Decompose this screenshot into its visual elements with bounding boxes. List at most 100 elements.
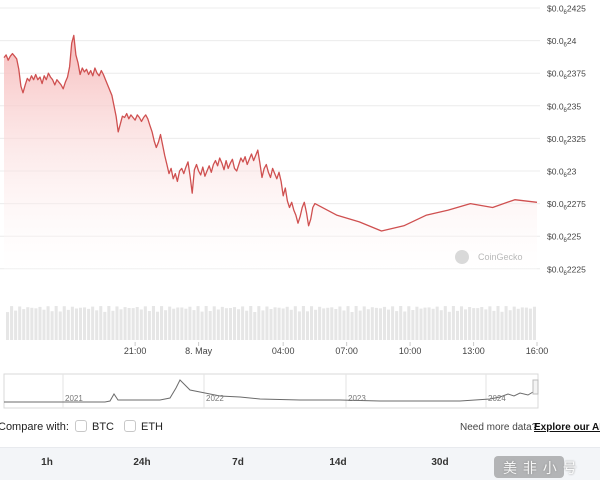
volume-bar: [387, 309, 391, 340]
volume-bar: [46, 306, 50, 340]
volume-bar: [196, 306, 200, 340]
price-chart: $0.062225 $0.06225 $0.062275 $0.0623 $0.0623…: [0, 4, 586, 340]
tab-1h[interactable]: 1h: [41, 457, 53, 468]
tab-24h[interactable]: 24h: [133, 457, 151, 468]
volume-bar: [350, 312, 354, 340]
volume-bar: [399, 306, 403, 340]
explore-api-link[interactable]: Explore our API: [534, 422, 600, 433]
volume-bar: [62, 306, 66, 340]
volume-bar: [322, 308, 326, 340]
tab-14d[interactable]: 14d: [329, 457, 347, 468]
volume-bar: [427, 307, 431, 340]
volume-bar: [451, 306, 455, 340]
volume-bar: [228, 308, 232, 340]
volume-bar: [220, 306, 224, 340]
volume-bar: [192, 310, 196, 340]
volume-bar: [87, 308, 91, 340]
volume-bar: [301, 306, 305, 340]
volume-bar: [127, 308, 131, 340]
volume-bar: [34, 308, 38, 340]
price-area: [4, 35, 537, 273]
volume-bars: [6, 306, 536, 340]
volume-bar: [38, 306, 42, 340]
volume-bar: [204, 306, 208, 340]
volume-bar: [95, 310, 99, 340]
compare-btc-checkbox[interactable]: [75, 420, 87, 432]
volume-bar: [180, 307, 184, 340]
bottom-watermark: 美 非 小 号: [503, 460, 578, 476]
range-navigator[interactable]: 2021 2022 2023 2024: [0, 372, 600, 410]
coingecko-logo-icon: [455, 250, 469, 264]
volume-bar: [504, 306, 508, 340]
volume-bar: [500, 311, 504, 340]
tab-30d[interactable]: 30d: [431, 457, 449, 468]
volume-bar: [10, 306, 14, 340]
volume-bar: [419, 308, 423, 340]
volume-bar: [168, 306, 172, 340]
volume-bar: [318, 306, 322, 340]
navigator-frame: [3, 373, 539, 409]
y-tick-label: $0.062275: [547, 199, 586, 212]
volume-bar: [74, 308, 78, 340]
volume-bar: [253, 312, 257, 340]
volume-bar: [468, 307, 472, 340]
volume-bar: [216, 309, 220, 340]
navigator-handle[interactable]: [532, 379, 539, 395]
volume-bar: [245, 310, 249, 340]
volume-bar: [334, 309, 338, 340]
compare-btc-label[interactable]: BTC: [92, 421, 114, 433]
x-tick-label: 04:00: [272, 346, 295, 356]
volume-bar: [480, 307, 484, 340]
volume-bar: [26, 307, 30, 340]
volume-bar: [14, 310, 18, 340]
volume-bar: [346, 306, 350, 340]
x-tick-label: 21:00: [124, 346, 147, 356]
compare-eth-checkbox[interactable]: [124, 420, 136, 432]
compare-eth-label[interactable]: ETH: [141, 421, 163, 433]
x-axis: 21:00 8. May 04:00 07:00 10:00 13:00 16:00: [124, 342, 548, 356]
volume-bar: [232, 307, 237, 340]
navigator-line: [4, 379, 534, 403]
navigator-series-line: [4, 379, 534, 403]
volume-bar: [358, 310, 362, 340]
volume-bar: [532, 306, 536, 340]
volume-bar: [269, 309, 273, 340]
volume-bar: [103, 311, 107, 340]
coingecko-watermark: CoinGecko: [478, 252, 523, 262]
volume-bar: [382, 306, 387, 340]
area-fill: [4, 35, 537, 273]
volume-bar: [423, 307, 427, 340]
y-tick-label: $0.062225: [547, 264, 586, 277]
navigator-year-label: 2023: [348, 394, 366, 403]
volume-bar: [78, 307, 83, 340]
tab-7d[interactable]: 7d: [232, 457, 244, 468]
volume-bar: [455, 310, 459, 340]
volume-bar: [277, 307, 281, 340]
volume-bar: [265, 306, 269, 340]
volume-bar: [123, 307, 127, 340]
compare-label: Compare with:: [0, 421, 69, 433]
volume-bar: [66, 309, 70, 340]
volume-bar: [326, 307, 330, 340]
volume-bar: [314, 309, 318, 340]
volume-bar: [111, 310, 115, 340]
volume-bar: [496, 306, 500, 340]
volume-bar: [354, 306, 358, 340]
volume-bar: [70, 306, 74, 340]
volume-bar: [528, 308, 532, 340]
volume-bar: [524, 307, 528, 340]
volume-bar: [91, 306, 95, 340]
navigator-year-label: 2024: [488, 394, 506, 403]
volume-bar: [261, 310, 265, 340]
volume-bar: [164, 310, 168, 340]
volume-bar: [99, 306, 103, 340]
need-more-data-text: Need more data?: [460, 422, 538, 433]
volume-bar: [366, 309, 370, 340]
volume-bar: [273, 307, 277, 340]
volume-bar: [516, 308, 520, 340]
volume-bar: [508, 310, 512, 340]
volume-bar: [439, 310, 443, 340]
volume-bar: [135, 307, 139, 340]
volume-bar: [115, 306, 119, 340]
volume-bar: [147, 311, 151, 340]
